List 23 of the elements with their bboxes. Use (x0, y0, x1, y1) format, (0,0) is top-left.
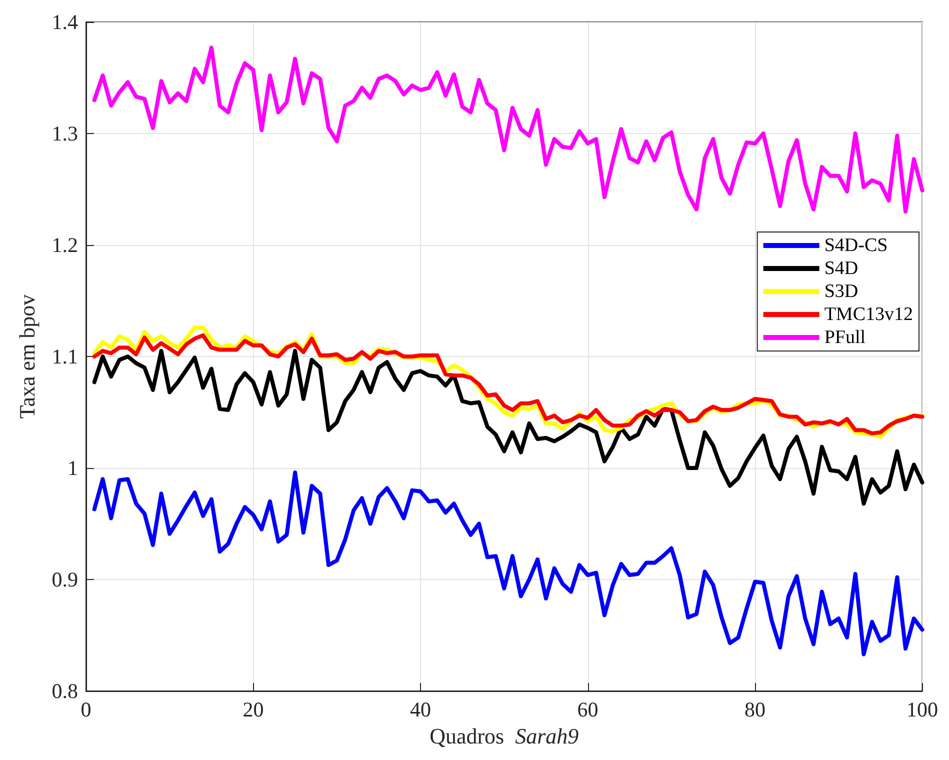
y-tick-label: 1.3 (52, 122, 78, 146)
legend-label: S4D-CS (824, 235, 888, 256)
x-tick-label: 40 (410, 698, 431, 722)
line-series (92, 470, 924, 656)
x-tick-label: 60 (577, 698, 598, 722)
y-tick-label: 1 (68, 456, 78, 480)
legend-label: S4D (824, 258, 858, 279)
line-series (92, 46, 924, 214)
x-tick-label: 100 (906, 698, 938, 722)
x-tick-label: 20 (242, 698, 264, 722)
line-series (92, 348, 924, 506)
legend-label: PFull (824, 327, 866, 348)
y-axis-title: Taxa em bpov (14, 294, 40, 419)
x-axis-title: Quadros Sarah9 (430, 724, 579, 748)
x-tick-label: 0 (80, 698, 92, 722)
legend-label: S3D (824, 281, 858, 302)
y-tick-label: 1.4 (52, 10, 78, 34)
y-tick-label: 0.9 (52, 568, 78, 592)
y-tick-label: 0.8 (52, 679, 78, 703)
legend-label: TMC13v12 (824, 304, 914, 325)
x-tick-label: 80 (744, 698, 766, 722)
y-tick-label: 1.2 (52, 233, 78, 257)
y-tick-label: 1.1 (52, 344, 78, 368)
